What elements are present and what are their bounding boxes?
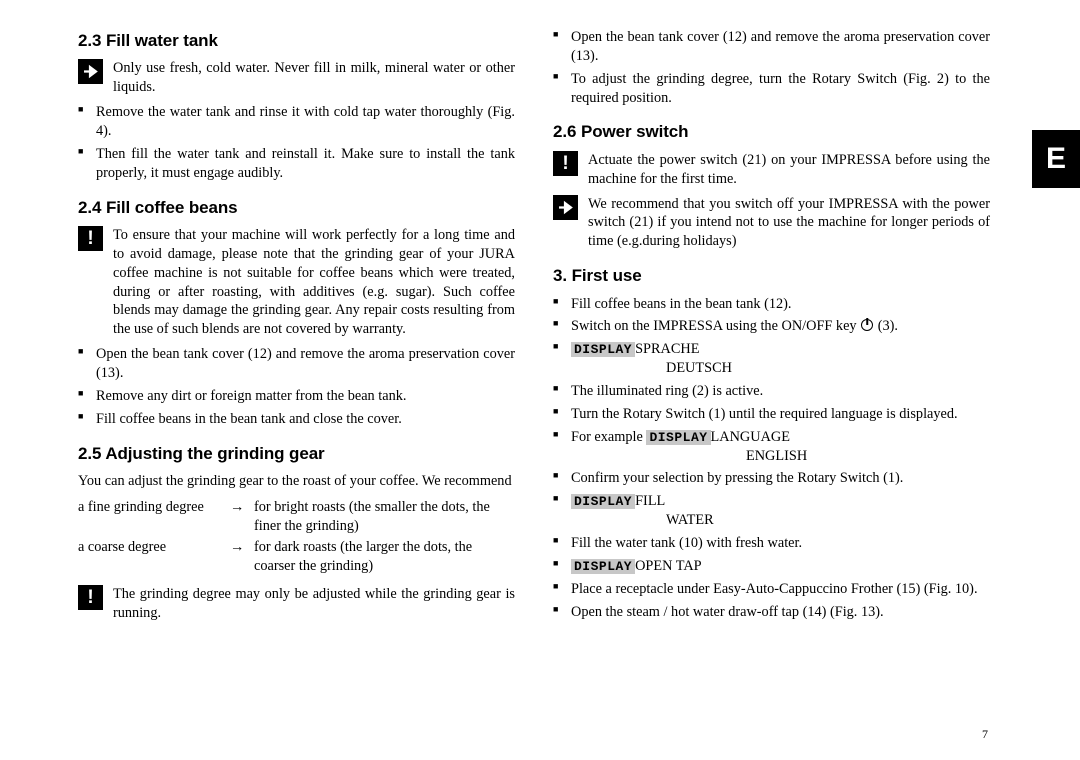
list-item: Place a receptacle under Easy-Auto-Cappu… (553, 580, 990, 599)
display-badge: DISPLAY (571, 559, 635, 574)
bullet-list: Open the bean tank cover (12) and remove… (553, 28, 990, 107)
list-item: Fill coffee beans in the bean tank (12). (553, 295, 990, 314)
display-value: SPRACHE (635, 340, 699, 359)
list-item: Then fill the water tank and reinstall i… (78, 145, 515, 183)
display-value-line2: WATER (666, 511, 990, 530)
heading-3: 3. First use (553, 265, 990, 287)
arrow-cell: → (230, 498, 254, 538)
list-item: Confirm your selection by pressing the R… (553, 469, 990, 488)
list-item: The illuminated ring (2) is active. (553, 382, 990, 401)
section-tab: E (1032, 130, 1080, 188)
manual-page: E 2.3 Fill water tank Only use fresh, co… (0, 0, 1080, 760)
list-item: Open the bean tank cover (12) and remove… (78, 345, 515, 383)
display-badge: DISPLAY (571, 494, 635, 509)
cell: a coarse degree (78, 538, 230, 578)
list-item: For example DISPLAY LANGUAGE ENGLISH (553, 428, 990, 466)
list-item: Fill coffee beans in the bean tank and c… (78, 410, 515, 429)
right-column: Open the bean tank cover (12) and remove… (553, 28, 990, 740)
list-item: DISPLAY FILL WATER (553, 492, 990, 530)
bullet-list: Open the bean tank cover (12) and remove… (78, 345, 515, 428)
text: Switch on the IMPRESSA using the ON/OFF … (571, 318, 860, 334)
heading-2-3: 2.3 Fill water tank (78, 30, 515, 52)
left-column: 2.3 Fill water tank Only use fresh, cold… (78, 28, 515, 740)
tip-text: We recommend that you switch off your IM… (588, 195, 990, 252)
cell: for bright roasts (the smaller the dots,… (254, 498, 515, 538)
grinding-table: a fine grinding degree → for bright roas… (78, 498, 515, 577)
paragraph: You can adjust the grinding gear to the … (78, 472, 515, 491)
display-value: FILL (635, 492, 665, 511)
warning-block: To ensure that your machine will work pe… (78, 226, 515, 339)
arrow-icon (553, 195, 578, 220)
list-item: DISPLAY SPRACHE DEUTSCH (553, 340, 990, 378)
exclamation-icon (553, 151, 578, 176)
display-value: LANGUAGE (711, 428, 790, 447)
heading-2-6: 2.6 Power switch (553, 121, 990, 143)
display-badge: DISPLAY (571, 342, 635, 357)
arrow-cell: → (230, 538, 254, 578)
heading-2-5: 2.5 Adjusting the grinding gear (78, 443, 515, 465)
warning-text: Actuate the power switch (21) on your IM… (588, 151, 990, 189)
warning-block: Actuate the power switch (21) on your IM… (553, 151, 990, 189)
exclamation-icon (78, 226, 103, 251)
list-item: To adjust the grinding degree, turn the … (553, 70, 990, 108)
list-item: Open the steam / hot water draw-off tap … (553, 603, 990, 622)
display-value-line2: DEUTSCH (666, 359, 990, 378)
warning-block: The grinding degree may only be adjusted… (78, 585, 515, 623)
cell: for dark roasts (the larger the dots, th… (254, 538, 515, 578)
warning-text: To ensure that your machine will work pe… (113, 226, 515, 339)
cell: a fine grinding degree (78, 498, 230, 538)
page-number: 7 (982, 727, 988, 742)
display-value-line2: ENGLISH (746, 447, 990, 466)
tip-block: Only use fresh, cold water. Never fill i… (78, 59, 515, 97)
text: (3). (874, 318, 898, 334)
warning-text: The grinding degree may only be adjusted… (113, 585, 515, 623)
bullet-list: Fill coffee beans in the bean tank (12).… (553, 295, 990, 622)
heading-2-4: 2.4 Fill coffee beans (78, 197, 515, 219)
list-item: Open the bean tank cover (12) and remove… (553, 28, 990, 66)
list-item: Turn the Rotary Switch (1) until the req… (553, 405, 990, 424)
display-value: OPEN TAP (635, 557, 702, 576)
list-item: Remove any dirt or foreign matter from t… (78, 387, 515, 406)
bullet-list: Remove the water tank and rinse it with … (78, 103, 515, 182)
two-column-layout: 2.3 Fill water tank Only use fresh, cold… (78, 28, 990, 740)
tip-text: Only use fresh, cold water. Never fill i… (113, 59, 515, 97)
table-row: a fine grinding degree → for bright roas… (78, 498, 515, 538)
power-icon (861, 319, 873, 331)
display-badge: DISPLAY (646, 430, 710, 445)
table-row: a coarse degree → for dark roasts (the l… (78, 538, 515, 578)
list-item: Fill the water tank (10) with fresh wate… (553, 534, 990, 553)
arrow-icon (78, 59, 103, 84)
list-item: Remove the water tank and rinse it with … (78, 103, 515, 141)
text: For example (571, 429, 646, 445)
tip-block: We recommend that you switch off your IM… (553, 195, 990, 252)
list-item: Switch on the IMPRESSA using the ON/OFF … (553, 317, 990, 336)
list-item: DISPLAY OPEN TAP (553, 557, 990, 576)
exclamation-icon (78, 585, 103, 610)
